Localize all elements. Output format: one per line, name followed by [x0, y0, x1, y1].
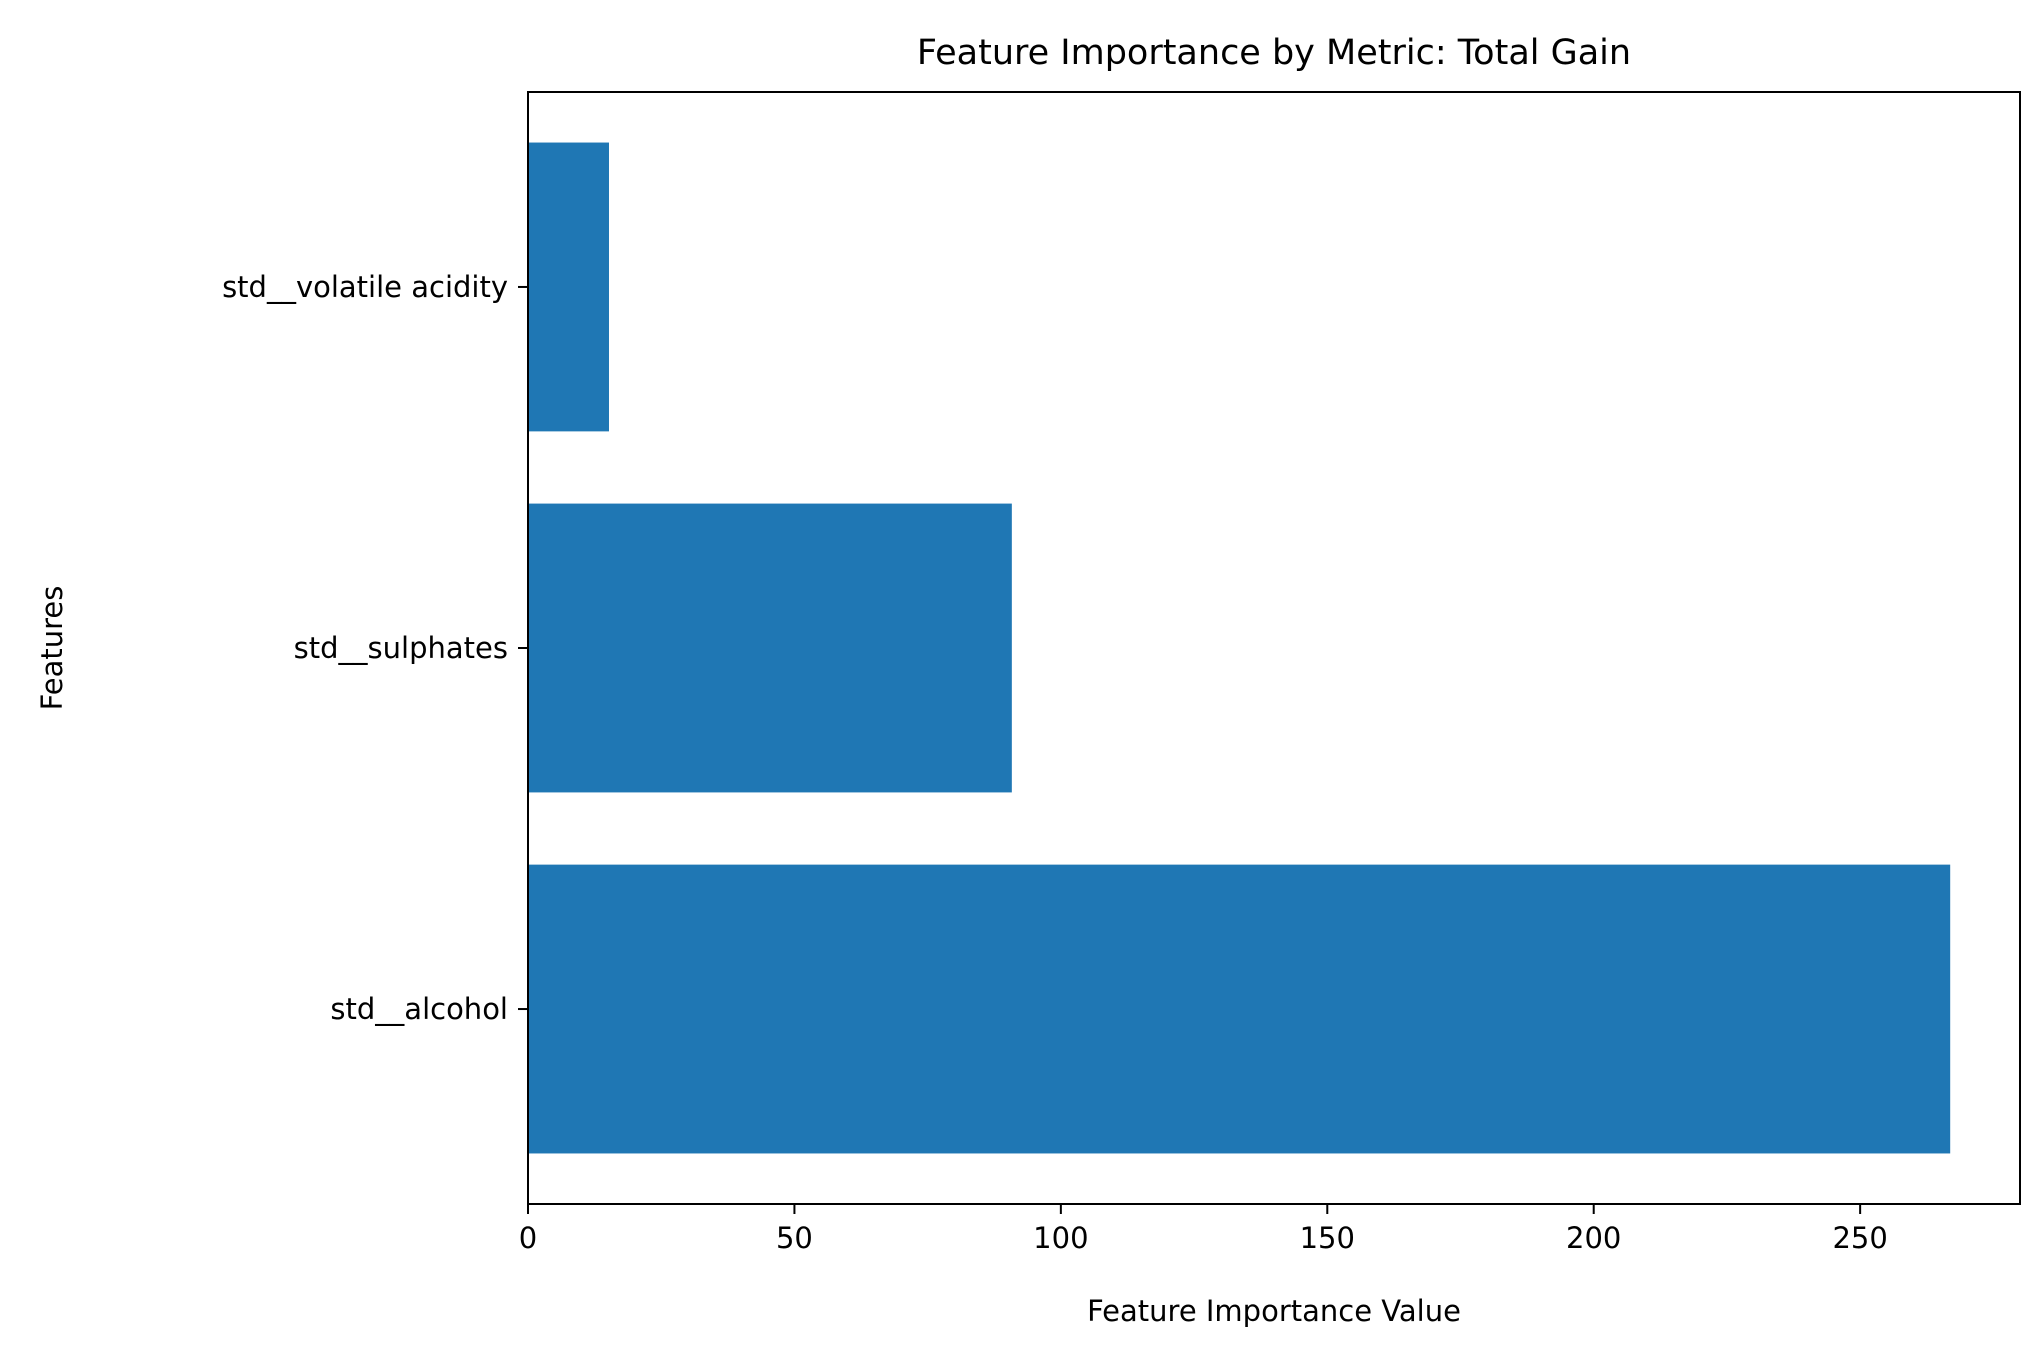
x-axis-ticks: 0 50 100 150 200 250 [519, 1204, 1888, 1255]
y-axis-label: Features [35, 586, 69, 711]
y-tick-label: std__alcohol [330, 992, 508, 1026]
bar-std-sulphates [528, 503, 1012, 793]
x-tick-label: 150 [1300, 1221, 1355, 1255]
x-tick-label: 100 [1033, 1221, 1088, 1255]
y-tick-label: std__sulphates [294, 631, 508, 665]
bars-group [528, 142, 1951, 1154]
x-tick-label: 0 [519, 1221, 537, 1255]
x-tick-label: 250 [1832, 1221, 1887, 1255]
bar-std-alcohol [528, 864, 1951, 1154]
x-tick-label: 200 [1566, 1221, 1621, 1255]
chart-title: Feature Importance by Metric: Total Gain [917, 33, 1631, 73]
x-axis-label: Feature Importance Value [1087, 1294, 1461, 1328]
x-tick-label: 50 [776, 1221, 813, 1255]
bar-std-volatile-acidity [528, 142, 609, 432]
y-tick-label: std__volatile acidity [222, 270, 508, 304]
y-axis-ticks: std__alcohol std__sulphates std__volatile … [222, 270, 528, 1026]
